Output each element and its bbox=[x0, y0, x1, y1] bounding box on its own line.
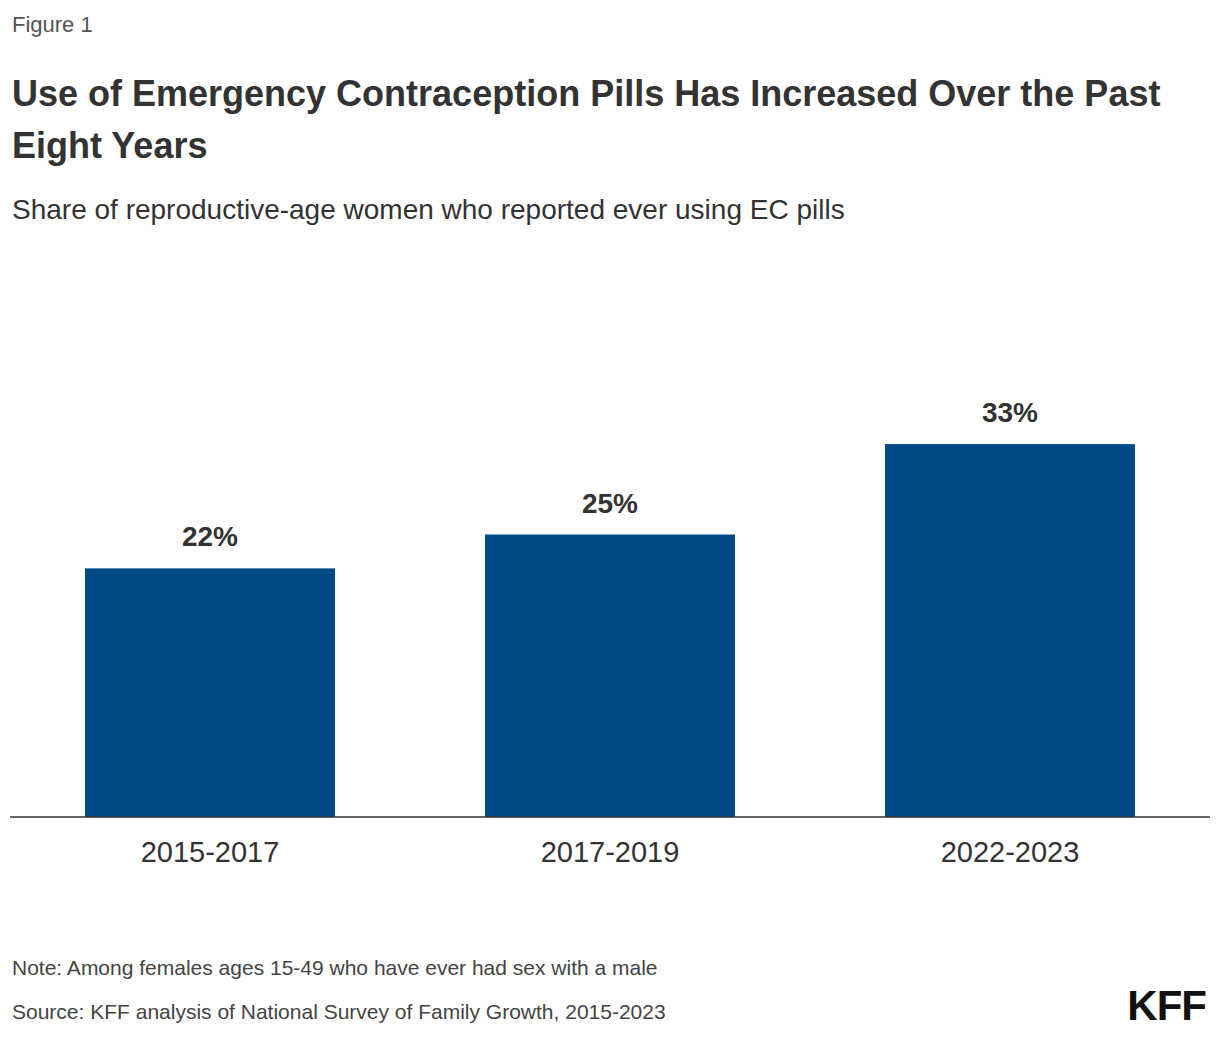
bar bbox=[85, 568, 335, 817]
data-label: 33% bbox=[982, 397, 1038, 428]
bars bbox=[85, 444, 1135, 817]
x-axis-line bbox=[10, 816, 1210, 818]
subtitle: Share of reproductive-age women who repo… bbox=[12, 194, 845, 226]
source: Source: KFF analysis of National Survey … bbox=[12, 1000, 666, 1024]
data-label: 22% bbox=[182, 521, 238, 552]
figure-label: Figure 1 bbox=[12, 12, 93, 38]
data-label: 25% bbox=[582, 488, 638, 519]
logo: KFF bbox=[1127, 982, 1206, 1030]
x-tick-label: 2017-2019 bbox=[541, 836, 680, 868]
bar bbox=[485, 535, 735, 818]
title: Use of Emergency Contraception Pills Has… bbox=[12, 68, 1202, 172]
note: Note: Among females ages 15-49 who have … bbox=[12, 956, 658, 980]
x-tick-label: 2015-2017 bbox=[141, 836, 280, 868]
bar bbox=[885, 444, 1135, 817]
x-tick-label: 2022-2023 bbox=[941, 836, 1080, 868]
chart: 22% 25% 33% 2015-2017 2017-2019 2022-2023 bbox=[0, 0, 1220, 1042]
